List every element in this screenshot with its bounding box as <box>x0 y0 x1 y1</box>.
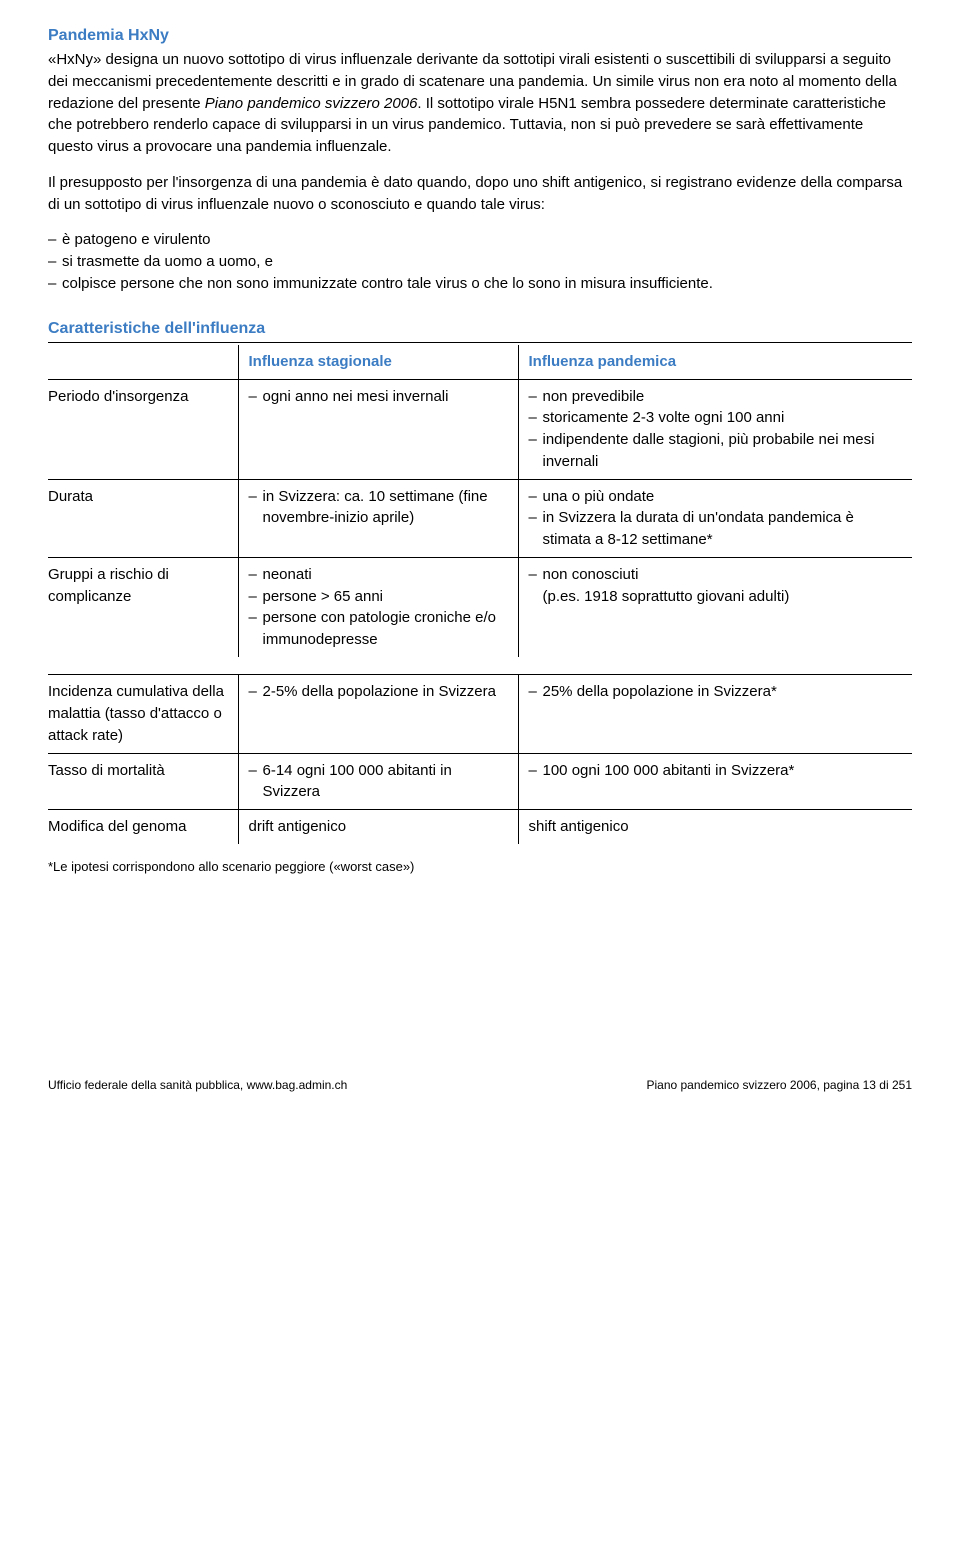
dash-icon: – <box>249 760 263 804</box>
dash-icon: – <box>529 760 543 782</box>
footer-right: Piano pandemico svizzero 2006, pagina 13… <box>646 1077 912 1094</box>
row-cell: –in Svizzera: ca. 10 settimane (fine nov… <box>238 479 518 557</box>
cell-text: (p.es. 1918 soprattutto giovani adulti) <box>543 586 905 608</box>
row-label: Periodo d'insorgenza <box>48 379 238 479</box>
row-cell: –100 ogni 100 000 abitanti in Svizzera* <box>518 753 912 810</box>
dash-icon: – <box>529 386 543 408</box>
row-label: Incidenza cumulativa della malattia (tas… <box>48 675 238 753</box>
dash-icon: – <box>249 607 263 651</box>
dash-icon: – <box>249 386 263 408</box>
table-row: Periodo d'insorgenza –ogni anno nei mesi… <box>48 379 912 479</box>
dash-icon: – <box>529 564 543 586</box>
footnote: *Le ipotesi corrispondono allo scenario … <box>48 858 912 877</box>
cell-text: 2-5% della popolazione in Svizzera <box>263 681 510 703</box>
table-header <box>48 345 238 379</box>
paragraph-1: «HxNy» designa un nuovo sottotipo di vir… <box>48 49 912 158</box>
dash-icon: – <box>529 486 543 508</box>
cell-text: 25% della popolazione in Svizzera* <box>543 681 905 703</box>
cell-text: in Svizzera la durata di un'ondata pande… <box>543 507 905 551</box>
table-gap <box>48 657 912 675</box>
table-row: Incidenza cumulativa della malattia (tas… <box>48 675 912 753</box>
row-cell: –non conosciuti (p.es. 1918 soprattutto … <box>518 557 912 657</box>
cell-text: storicamente 2-3 volte ogni 100 anni <box>543 407 905 429</box>
cell-text: non conosciuti <box>543 564 905 586</box>
table-row: Tasso di mortalità –6-14 ogni 100 000 ab… <box>48 753 912 810</box>
table-row: Modifica del genoma drift antigenico shi… <box>48 810 912 844</box>
bullet-text: colpisce persone che non sono immunizzat… <box>62 273 912 295</box>
cell-text: 100 ogni 100 000 abitanti in Svizzera* <box>543 760 905 782</box>
row-cell: –2-5% della popolazione in Svizzera <box>238 675 518 753</box>
table-header: Influenza stagionale <box>238 345 518 379</box>
dash-icon: – <box>249 486 263 530</box>
cell-text: persone con patologie croniche e/o immun… <box>263 607 510 651</box>
dash-icon: – <box>48 251 62 273</box>
page-footer: Ufficio federale della sanità pubblica, … <box>48 1077 912 1094</box>
row-label: Gruppi a rischio di complicanze <box>48 557 238 657</box>
dash-icon: – <box>249 681 263 703</box>
cell-text: neonati <box>263 564 510 586</box>
para1-b: Piano pandemico svizzero 2006 <box>205 95 418 112</box>
dash-icon: – <box>529 681 543 703</box>
dash-icon: – <box>249 586 263 608</box>
row-cell: –non prevedibile –storicamente 2-3 volte… <box>518 379 912 479</box>
row-label: Durata <box>48 479 238 557</box>
bullet-item: – si trasmette da uomo a uomo, e <box>48 251 912 273</box>
dash-icon: – <box>48 229 62 251</box>
dash-icon: – <box>529 507 543 551</box>
table-header-row: Influenza stagionale Influenza pandemica <box>48 345 912 379</box>
table-header: Influenza pandemica <box>518 345 912 379</box>
table-row: Durata –in Svizzera: ca. 10 settimane (f… <box>48 479 912 557</box>
cell-text: indipendente dalle stagioni, più probabi… <box>543 429 905 473</box>
footer-left: Ufficio federale della sanità pubblica, … <box>48 1077 347 1094</box>
row-cell: –una o più ondate –in Svizzera la durata… <box>518 479 912 557</box>
bullet-item: – colpisce persone che non sono immunizz… <box>48 273 912 295</box>
row-cell: drift antigenico <box>238 810 518 844</box>
section-title-caratteristiche: Caratteristiche dell'influenza <box>48 317 912 343</box>
table-row: Gruppi a rischio di complicanze –neonati… <box>48 557 912 657</box>
row-cell: –25% della popolazione in Svizzera* <box>518 675 912 753</box>
cell-text: non prevedibile <box>543 386 905 408</box>
cell-text: una o più ondate <box>543 486 905 508</box>
dash-icon: – <box>529 407 543 429</box>
row-label: Tasso di mortalità <box>48 753 238 810</box>
cell-text: ogni anno nei mesi invernali <box>263 386 510 408</box>
bullet-item: – è patogeno e virulento <box>48 229 912 251</box>
characteristics-table: Influenza stagionale Influenza pandemica… <box>48 345 912 844</box>
bullet-text: si trasmette da uomo a uomo, e <box>62 251 912 273</box>
paragraph-2: Il presupposto per l'insorgenza di una p… <box>48 172 912 216</box>
row-cell: shift antigenico <box>518 810 912 844</box>
dash-icon: – <box>529 429 543 473</box>
cell-text: persone > 65 anni <box>263 586 510 608</box>
bullet-list: – è patogeno e virulento – si trasmette … <box>48 229 912 294</box>
dash-icon: – <box>48 273 62 295</box>
bullet-text: è patogeno e virulento <box>62 229 912 251</box>
dash-icon: – <box>249 564 263 586</box>
cell-text: in Svizzera: ca. 10 settimane (fine nove… <box>263 486 510 530</box>
row-cell: –ogni anno nei mesi invernali <box>238 379 518 479</box>
cell-text: 6-14 ogni 100 000 abitanti in Svizzera <box>263 760 510 804</box>
row-cell: –neonati –persone > 65 anni –persone con… <box>238 557 518 657</box>
section-title-pandemia: Pandemia HxNy <box>48 24 912 47</box>
row-label: Modifica del genoma <box>48 810 238 844</box>
row-cell: –6-14 ogni 100 000 abitanti in Svizzera <box>238 753 518 810</box>
